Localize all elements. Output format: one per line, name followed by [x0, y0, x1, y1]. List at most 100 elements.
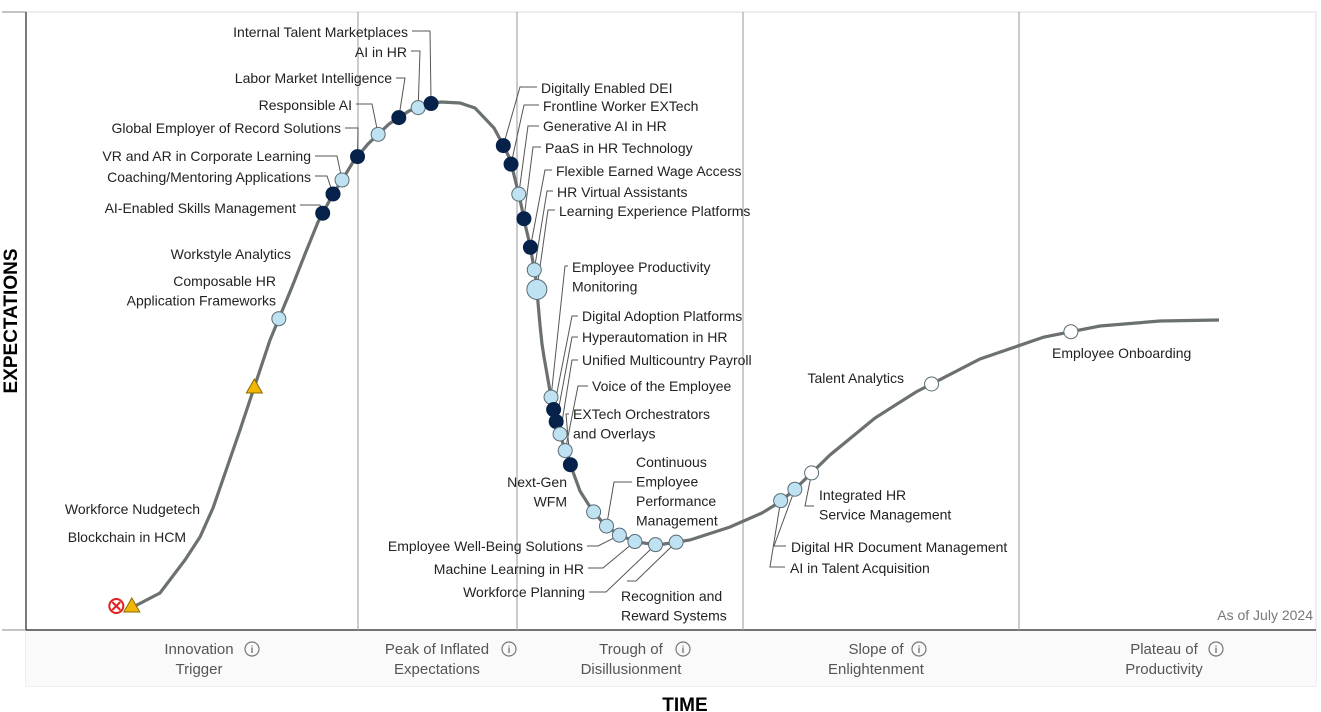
leader-line-hr-virtual-assistants [533, 190, 553, 270]
marker-machine-learning-in-hr[interactable] [627, 534, 643, 550]
x-axis-title: TIME [662, 695, 707, 712]
marker-ai-enabled-skills-management[interactable] [315, 205, 331, 221]
leader-line-ai-in-hr [411, 50, 421, 108]
marker-workforce-planning[interactable] [648, 537, 664, 553]
label-responsible-ai: Responsible AI [259, 97, 352, 113]
label-employee-well-being-solutions: Employee Well-Being Solutions [388, 538, 583, 554]
svg-text:i: i [1215, 645, 1218, 656]
svg-text:i: i [251, 645, 254, 656]
phase-labels: Innovation Trigger i Peak of Inflated Expect… [164, 641, 1224, 678]
marker-integrated-hr-service-management[interactable] [804, 465, 820, 481]
marker-internal-talent-marketplaces[interactable] [423, 96, 439, 112]
phase-label: Trough of [599, 641, 663, 658]
marker-digitally-enabled-dei[interactable] [495, 138, 511, 154]
marker-hr-virtual-assistants[interactable] [526, 262, 542, 278]
phase-label: Productivity [1125, 661, 1203, 678]
info-icon[interactable]: i [675, 641, 691, 657]
label-voice-of-the-employee: Voice of the Employee [592, 378, 732, 394]
marker-recognition-and-reward-systems[interactable] [668, 534, 684, 550]
marker-frontline-worker-extech[interactable] [503, 156, 519, 172]
leader-line-vr-and-ar-in-corporate-learning [315, 155, 343, 181]
label-learning-experience-platforms: Learning Experience Platforms [559, 203, 750, 219]
phase-label: Trigger [176, 661, 223, 678]
label-labor-market-intelligence: Labor Market Intelligence [235, 70, 392, 86]
label-workforce-planning: Workforce Planning [463, 584, 585, 600]
label-ai-in-talent-acquisition: AI in Talent Acquisition [790, 560, 930, 576]
as-of-note: As of July 2024 [1217, 607, 1313, 623]
label-talent-analytics: Talent Analytics [808, 370, 905, 386]
marker-coaching-mentoring-applications[interactable] [325, 186, 341, 202]
marker-learning-experience-platforms[interactable] [526, 278, 548, 300]
leader-line-labor-market-intelligence [396, 77, 406, 118]
leader-line-internal-talent-marketplaces [412, 30, 432, 104]
marker-extech-orchestrators-and-overlays[interactable] [562, 457, 578, 473]
phase-label: Slope of [848, 641, 904, 658]
label-ai-in-hr: AI in HR [355, 44, 407, 60]
marker-vr-and-ar-in-corporate-learning[interactable] [334, 172, 350, 188]
marker-global-employer-of-record-solutions[interactable] [350, 149, 366, 165]
marker-employee-well-being-solutions[interactable] [611, 527, 627, 543]
marker-voice-of-the-employee[interactable] [557, 443, 573, 459]
marker-blockchain-in-hcm[interactable] [108, 598, 125, 614]
label-employee-productivity-monitoring: Employee Productivity Monitoring [572, 259, 711, 295]
marker-workstyle-analytics[interactable] [271, 311, 287, 327]
technology-markers [108, 96, 1079, 614]
plot-frame [25, 11, 1317, 687]
marker-generative-ai-in-hr[interactable] [511, 186, 527, 202]
marker-employee-onboarding[interactable] [1063, 324, 1079, 340]
label-flexible-earned-wage-access: Flexible Earned Wage Access [556, 163, 741, 179]
marker-responsible-ai[interactable] [370, 126, 386, 142]
leader-line-machine-learning-in-hr [588, 541, 636, 569]
leader-line-ai-in-talent-acquisition [769, 500, 785, 568]
label-machine-learning-in-hr: Machine Learning in HR [434, 561, 584, 577]
svg-text:i: i [918, 645, 921, 656]
marker-digital-adoption-platforms[interactable] [546, 402, 562, 418]
marker-composable-hr-application-frameworks[interactable] [245, 378, 264, 394]
label-extech-orchestrators-and-overlays: EXTech Orchestrators and Overlays [573, 406, 710, 442]
leader-line-digital-adoption-platforms [553, 315, 578, 410]
leader-line-responsible-ai [356, 103, 379, 135]
marker-employee-productivity-monitoring[interactable] [543, 389, 559, 405]
leader-line-recognition-and-reward-systems [627, 541, 677, 582]
svg-text:i: i [682, 645, 685, 656]
label-next-gen-wfm: Next-Gen WFM [507, 474, 567, 510]
info-icon[interactable]: i [244, 641, 260, 657]
marker-ai-in-hr[interactable] [410, 100, 426, 116]
label-digital-hr-document-management: Digital HR Document Management [791, 539, 1007, 555]
marker-next-gen-wfm[interactable] [586, 504, 602, 520]
leader-line-learning-experience-platforms [536, 209, 555, 290]
label-recognition-and-reward-systems: Recognition and Reward Systems [621, 588, 727, 624]
marker-flexible-earned-wage-access[interactable] [522, 239, 538, 255]
phase-label: Plateau of [1130, 641, 1198, 658]
label-frontline-worker-extech: Frontline Worker EXTech [543, 98, 698, 114]
label-unified-multicountry-payroll: Unified Multicountry Payroll [582, 352, 752, 368]
marker-digital-hr-document-management[interactable] [787, 481, 803, 497]
leader-line-voice-of-the-employee [564, 385, 588, 451]
label-employee-onboarding: Employee Onboarding [1052, 345, 1191, 361]
marker-labor-market-intelligence[interactable] [391, 110, 407, 126]
leader-line-employee-well-being-solutions [587, 534, 620, 547]
label-global-employer-of-record-solutions: Global Employer of Record Solutions [111, 120, 341, 136]
phase-label: Expectations [394, 661, 480, 678]
technology-labels: Blockchain in HCM Workforce Nudgetech Comp… [65, 24, 1191, 624]
leader-line-unified-multicountry-payroll [559, 359, 578, 435]
marker-unified-multicountry-payroll[interactable] [552, 426, 568, 442]
phase-dividers [357, 12, 1020, 630]
marker-talent-analytics[interactable] [924, 376, 940, 392]
info-icon[interactable]: i [501, 641, 517, 657]
marker-workforce-nudgetech[interactable] [122, 596, 141, 613]
leader-line-generative-ai-in-hr [518, 125, 539, 195]
label-blockchain-in-hcm: Blockchain in HCM [68, 529, 186, 545]
leader-line-frontline-worker-extech [510, 104, 539, 165]
label-digital-adoption-platforms: Digital Adoption Platforms [582, 308, 742, 324]
marker-ai-in-talent-acquisition[interactable] [773, 493, 789, 509]
info-icon[interactable]: i [911, 641, 927, 657]
marker-hyperautomation-in-hr[interactable] [548, 414, 564, 430]
info-icon[interactable]: i [1208, 641, 1224, 657]
marker-continuous-employee-performance-management[interactable] [599, 518, 614, 534]
marker-paas-in-hr-technology[interactable] [516, 211, 532, 227]
phase-band [26, 631, 1316, 686]
label-vr-and-ar-in-corporate-learning: VR and AR in Corporate Learning [102, 148, 311, 164]
label-continuous-employee-performance-management: Continuous Employee Performance Management [636, 454, 718, 529]
